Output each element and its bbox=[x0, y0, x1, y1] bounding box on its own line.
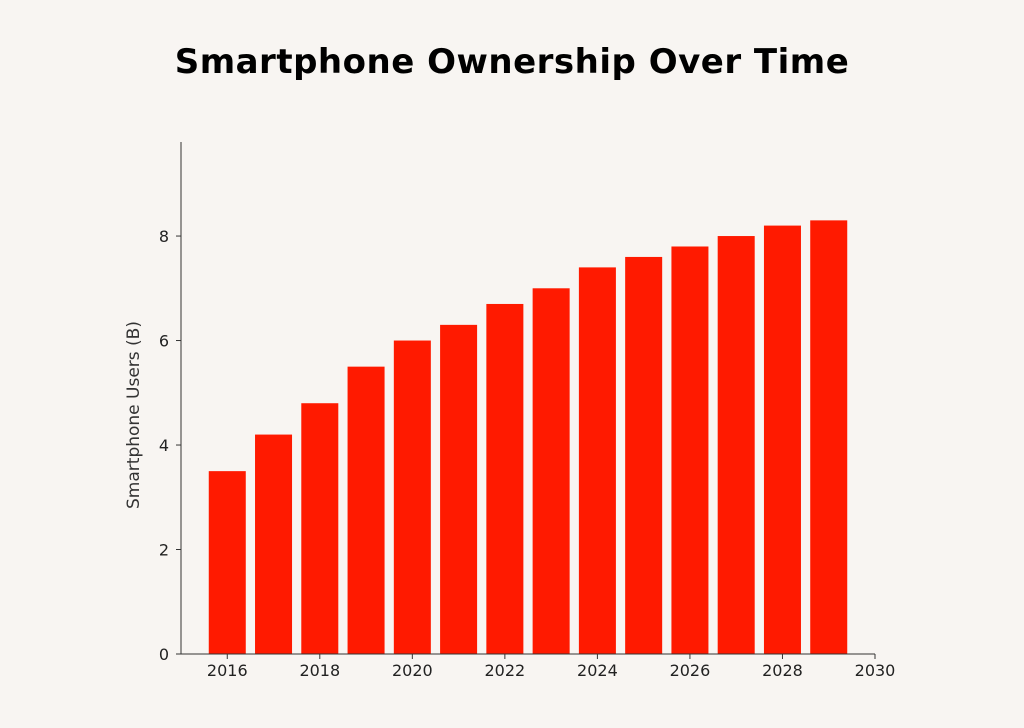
bar-2026 bbox=[671, 246, 709, 655]
x-axis-ticks: 2016 2018 2020 2022 2024 2026 2028 2030 bbox=[207, 654, 895, 680]
bar-2028 bbox=[763, 225, 801, 654]
y-tick-label: 0 bbox=[159, 645, 169, 664]
bars-group bbox=[208, 220, 848, 655]
bar-2020 bbox=[393, 340, 431, 654]
y-tick-label: 4 bbox=[159, 436, 169, 455]
bar-2016 bbox=[208, 471, 246, 654]
y-tick-label: 6 bbox=[159, 332, 169, 351]
x-tick-label: 2026 bbox=[670, 661, 711, 680]
bar-2027 bbox=[717, 236, 755, 655]
y-tick-label: 2 bbox=[159, 541, 169, 560]
bar-2024 bbox=[578, 267, 616, 654]
bar-2019 bbox=[347, 366, 385, 654]
x-tick-label: 2018 bbox=[299, 661, 340, 680]
x-tick-label: 2022 bbox=[485, 661, 526, 680]
chart-title: Smartphone Ownership Over Time bbox=[175, 42, 850, 82]
bar-2029 bbox=[810, 220, 848, 654]
x-tick-label: 2030 bbox=[855, 661, 896, 680]
bar-2018 bbox=[301, 403, 339, 654]
bar-2023 bbox=[532, 288, 570, 654]
x-tick-label: 2016 bbox=[207, 661, 248, 680]
bar-2025 bbox=[625, 256, 663, 654]
bar-2022 bbox=[486, 303, 524, 654]
y-axis-title: Smartphone Users (B) bbox=[124, 321, 144, 509]
bar-2021 bbox=[440, 324, 478, 654]
x-tick-label: 2020 bbox=[392, 661, 433, 680]
y-axis-ticks: 0 2 4 6 8 bbox=[159, 227, 181, 664]
y-tick-label: 8 bbox=[159, 227, 169, 246]
bar-2017 bbox=[255, 434, 293, 654]
x-tick-label: 2024 bbox=[577, 661, 618, 680]
x-tick-label: 2028 bbox=[762, 661, 803, 680]
